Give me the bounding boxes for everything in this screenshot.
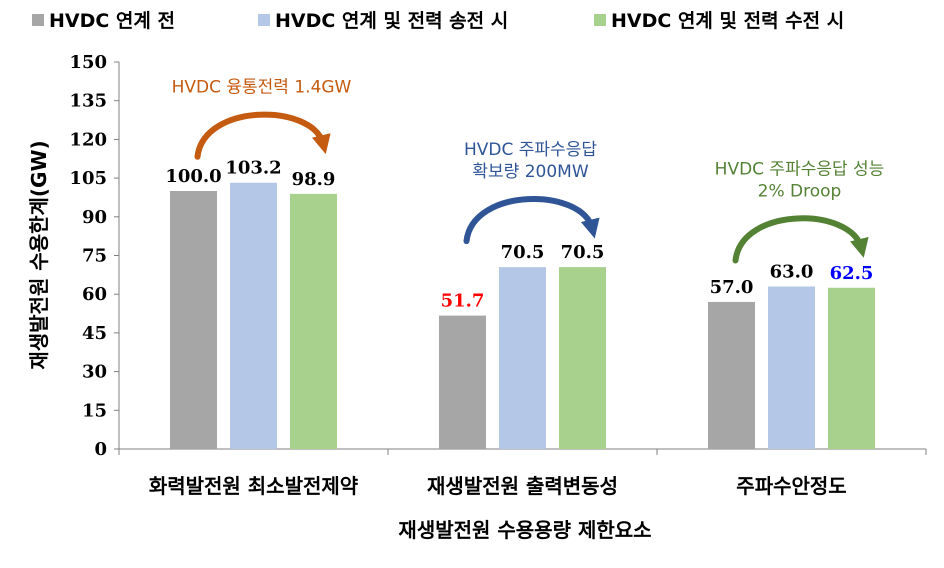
x-axis-title: 재생발전원 수용용량 제한요소 bbox=[398, 518, 651, 542]
legend-swatch-1 bbox=[258, 14, 270, 26]
value-label-2-0: 57.0 bbox=[710, 277, 754, 298]
value-label-0-2: 98.9 bbox=[292, 169, 336, 190]
value-label-1-1: 70.5 bbox=[501, 242, 545, 263]
bar-1-1 bbox=[499, 267, 546, 449]
y-tick-label: 135 bbox=[69, 91, 107, 112]
value-label-1-2: 70.5 bbox=[561, 242, 605, 263]
annotation-text-1-1: 확보량 200MW bbox=[472, 162, 588, 182]
annotation-arrow-2 bbox=[732, 215, 869, 264]
y-tick-label: 75 bbox=[82, 246, 107, 267]
annotation-arrow-0 bbox=[194, 111, 331, 160]
annotation-text-2-0: HVDC 주파수응답 성능 bbox=[715, 159, 885, 179]
value-label-0-1: 103.2 bbox=[225, 158, 281, 179]
bar-0-2 bbox=[290, 193, 337, 449]
category-label-1: 재생발전원 출력변동성 bbox=[427, 474, 618, 498]
bar-1-0 bbox=[439, 315, 486, 449]
y-tick-label: 90 bbox=[82, 207, 107, 228]
y-tick-label: 15 bbox=[82, 400, 107, 421]
legend-swatch-2 bbox=[594, 14, 606, 26]
legend-label-1: HVDC 연계 및 전력 송전 시 bbox=[275, 10, 508, 32]
bar-0-1 bbox=[230, 182, 277, 449]
value-label-1-0: 51.7 bbox=[441, 291, 485, 312]
y-tick-label: 0 bbox=[94, 439, 107, 460]
legend-label-0: HVDC 연계 전 bbox=[49, 10, 175, 32]
value-label-2-1: 63.0 bbox=[770, 261, 814, 282]
legend-label-2: HVDC 연계 및 전력 수전 시 bbox=[611, 10, 844, 32]
legend: HVDC 연계 전 HVDC 연계 및 전력 송전 시 HVDC 연계 및 전력 수… bbox=[32, 10, 844, 32]
y-tick-label: 105 bbox=[69, 168, 107, 189]
bar-1-2 bbox=[559, 267, 606, 449]
bar-0-0 bbox=[170, 191, 217, 449]
bar-2-1 bbox=[768, 286, 815, 449]
legend-swatch-0 bbox=[32, 14, 44, 26]
bars bbox=[170, 182, 875, 449]
annotation-text-2-1: 2% Droop bbox=[758, 181, 842, 201]
category-label-0: 화력발전원 최소발전제약 bbox=[149, 474, 359, 498]
bar-2-2 bbox=[828, 287, 875, 449]
value-label-0-0: 100.0 bbox=[165, 166, 221, 187]
annotation-text-1-0: HVDC 주파수응답 bbox=[464, 140, 597, 160]
y-tick-label: 30 bbox=[82, 362, 107, 383]
y-tick-label: 150 bbox=[69, 52, 107, 73]
y-tick-label: 60 bbox=[82, 284, 107, 305]
category-labels: 화력발전원 최소발전제약 재생발전원 출력변동성 주파수안정도 bbox=[149, 474, 847, 498]
y-axis-title: 재생발전원 수용한계(GW) bbox=[27, 140, 51, 369]
annotation-arrow-1 bbox=[463, 195, 600, 245]
y-tick-label: 120 bbox=[69, 129, 107, 150]
annotation-text-0-0: HVDC 융통전력 1.4GW bbox=[172, 78, 352, 98]
bar-2-0 bbox=[708, 301, 755, 449]
value-label-2-2: 62.5 bbox=[830, 263, 874, 284]
y-axis-ticks: 0 15 30 45 60 75 90 105 120 135 150 bbox=[69, 52, 119, 460]
y-tick-label: 45 bbox=[82, 323, 107, 344]
value-labels: 100.0 103.2 98.9 51.7 70.5 70.5 57.0 63.0 62.5 bbox=[165, 158, 873, 312]
category-label-2: 주파수안정도 bbox=[736, 474, 846, 498]
